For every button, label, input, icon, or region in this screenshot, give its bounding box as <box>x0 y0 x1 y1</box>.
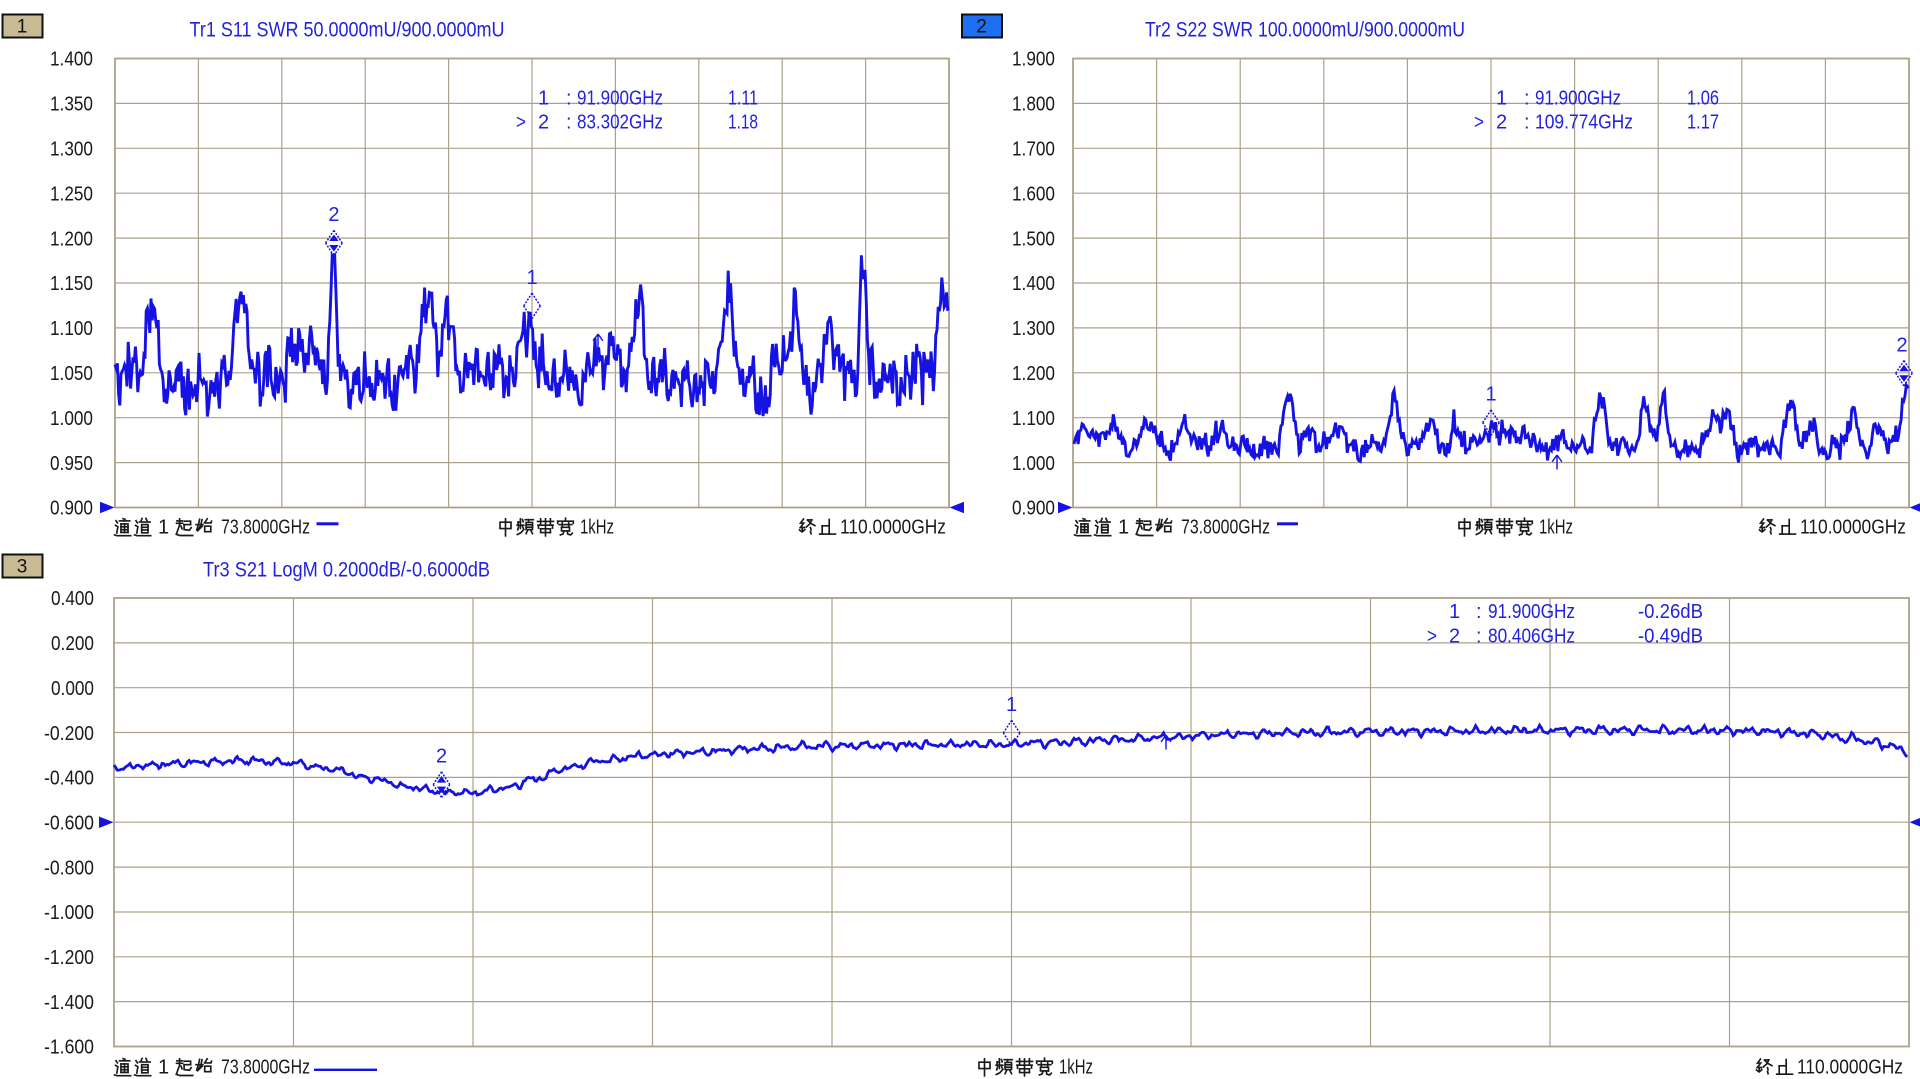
svg-text:Tr3 S21 LogM 0.2000dB/-0.6000d: Tr3 S21 LogM 0.2000dB/-0.6000dB <box>203 559 490 582</box>
svg-text:1.000: 1.000 <box>50 408 93 430</box>
svg-text:1: 1 <box>1118 517 1129 539</box>
svg-text:73.8000GHz: 73.8000GHz <box>221 1057 310 1079</box>
svg-text:91.900GHz: 91.900GHz <box>1535 88 1621 110</box>
svg-text:2: 2 <box>328 204 339 226</box>
svg-text:1: 1 <box>1449 601 1460 623</box>
svg-text:73.8000GHz: 73.8000GHz <box>1181 517 1270 539</box>
svg-text:>: > <box>516 112 526 134</box>
svg-text:1: 1 <box>158 1057 169 1079</box>
svg-text:-1.400: -1.400 <box>44 992 94 1014</box>
svg-text:1.18: 1.18 <box>728 112 758 134</box>
svg-text:-0.200: -0.200 <box>44 723 94 745</box>
svg-text:91.900GHz: 91.900GHz <box>1488 601 1575 623</box>
svg-text:1.900: 1.900 <box>1012 49 1055 71</box>
svg-text:1.800: 1.800 <box>1012 94 1055 116</box>
svg-text:109.774GHz: 109.774GHz <box>1535 112 1633 134</box>
svg-text:3: 3 <box>17 557 28 578</box>
svg-text:Tr1 S11 SWR 50.0000mU/900.0000: Tr1 S11 SWR 50.0000mU/900.0000mU <box>190 19 505 42</box>
svg-text:0.900: 0.900 <box>1012 498 1055 520</box>
svg-text:1: 1 <box>17 17 28 38</box>
svg-text:2: 2 <box>1896 334 1907 356</box>
svg-text:73.8000GHz: 73.8000GHz <box>221 517 310 539</box>
svg-text:1: 1 <box>1485 384 1496 406</box>
svg-text:>: > <box>1427 626 1437 648</box>
svg-text:-0.400: -0.400 <box>44 768 94 790</box>
svg-text:1.300: 1.300 <box>1012 318 1055 340</box>
svg-text:1.200: 1.200 <box>1012 363 1055 385</box>
svg-text::: : <box>1524 112 1530 134</box>
svg-text:2: 2 <box>538 112 549 134</box>
svg-text:1: 1 <box>158 517 169 539</box>
svg-text:1.000: 1.000 <box>1012 453 1055 475</box>
svg-text:1: 1 <box>1496 88 1507 110</box>
svg-text:1: 1 <box>1006 694 1017 716</box>
svg-text:0.950: 0.950 <box>50 453 93 475</box>
svg-text:1.400: 1.400 <box>50 49 93 71</box>
svg-text:1.200: 1.200 <box>50 228 93 250</box>
svg-text:110.0000GHz: 110.0000GHz <box>840 517 946 539</box>
svg-text:110.0000GHz: 110.0000GHz <box>1800 517 1906 539</box>
svg-text::: : <box>566 88 572 110</box>
svg-text:1: 1 <box>526 267 537 289</box>
svg-text:80.406GHz: 80.406GHz <box>1488 626 1575 648</box>
svg-text:-1.600: -1.600 <box>44 1037 94 1059</box>
svg-text:1.250: 1.250 <box>50 183 93 205</box>
svg-text:-0.800: -0.800 <box>44 857 94 879</box>
svg-text:-0.49dB: -0.49dB <box>1638 626 1703 648</box>
svg-text:1.300: 1.300 <box>50 139 93 161</box>
svg-text:83.302GHz: 83.302GHz <box>577 112 663 134</box>
svg-text:1kHz: 1kHz <box>580 517 614 539</box>
svg-text:1kHz: 1kHz <box>1539 517 1573 539</box>
svg-text:1.100: 1.100 <box>1012 408 1055 430</box>
svg-text:-1.200: -1.200 <box>44 947 94 969</box>
svg-text:1.500: 1.500 <box>1012 228 1055 250</box>
svg-text:1.150: 1.150 <box>50 273 93 295</box>
svg-text:1.350: 1.350 <box>50 94 93 116</box>
svg-text:1: 1 <box>538 88 549 110</box>
svg-text:0.000: 0.000 <box>51 678 94 700</box>
svg-text::: : <box>1476 601 1482 623</box>
svg-text:0.400: 0.400 <box>51 588 94 610</box>
svg-text:1.11: 1.11 <box>728 88 758 110</box>
svg-text:91.900GHz: 91.900GHz <box>577 88 663 110</box>
svg-text:2: 2 <box>1449 626 1460 648</box>
svg-text:1.100: 1.100 <box>50 318 93 340</box>
svg-text:-0.600: -0.600 <box>44 812 94 834</box>
svg-text:2: 2 <box>976 17 987 38</box>
svg-text:>: > <box>1474 112 1484 134</box>
svg-text:1.06: 1.06 <box>1687 88 1719 110</box>
svg-text:1kHz: 1kHz <box>1059 1057 1093 1079</box>
svg-text:1.400: 1.400 <box>1012 273 1055 295</box>
svg-text:110.0000GHz: 110.0000GHz <box>1797 1057 1903 1079</box>
svg-text::: : <box>1476 626 1482 648</box>
svg-text:-1.000: -1.000 <box>44 902 94 924</box>
svg-text:2: 2 <box>1496 112 1507 134</box>
svg-text:-0.26dB: -0.26dB <box>1638 601 1703 623</box>
svg-text:1.17: 1.17 <box>1687 112 1719 134</box>
svg-text::: : <box>1524 88 1530 110</box>
svg-text:1.600: 1.600 <box>1012 183 1055 205</box>
svg-text:2: 2 <box>436 746 447 768</box>
svg-text:0.900: 0.900 <box>50 498 93 520</box>
svg-text:1.050: 1.050 <box>50 363 93 385</box>
svg-text::: : <box>566 112 572 134</box>
svg-text:Tr2 S22 SWR 100.0000mU/900.000: Tr2 S22 SWR 100.0000mU/900.0000mU <box>1145 19 1465 42</box>
svg-text:0.200: 0.200 <box>51 633 94 655</box>
svg-text:1.700: 1.700 <box>1012 139 1055 161</box>
